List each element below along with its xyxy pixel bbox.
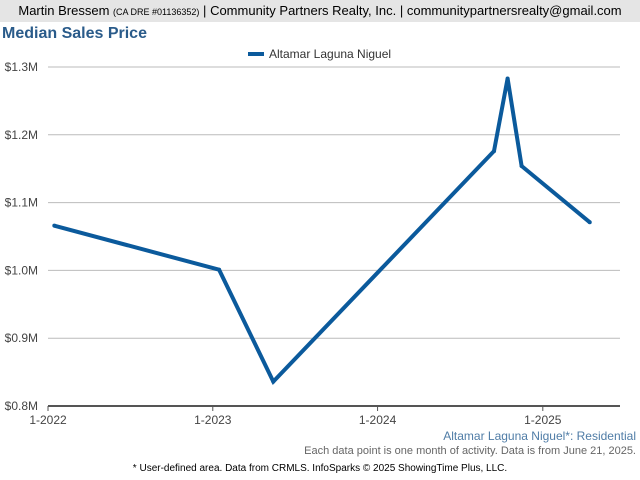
y-tick-label: $0.9M	[5, 331, 38, 345]
data-note: Each data point is one month of activity…	[304, 445, 636, 457]
series-line	[53, 78, 592, 386]
line-chart: $0.8M$0.9M$1.0M$1.1M$1.2M$1.3M 1-2022 1-2…	[5, 47, 620, 427]
y-tick-label: $0.8M	[5, 399, 38, 413]
data-point	[519, 163, 524, 168]
x-tick-label: 1-2022	[29, 413, 67, 427]
y-axis-ticks: $0.8M $0.9M $1.0M $1.1M $1.2M $1.3M	[5, 60, 38, 413]
agent-license: (CA DRE #01136352)	[113, 7, 200, 17]
y-tick-label: $1.3M	[5, 60, 38, 74]
data-point	[271, 379, 276, 384]
x-tick-label: 1-2024	[359, 413, 397, 427]
data-point	[587, 220, 592, 225]
x-tick-label: 1-2023	[194, 413, 232, 427]
company-name: Community Partners Realty, Inc.	[210, 3, 397, 18]
grid-lines	[48, 66, 620, 339]
legend: Altamar Laguna Niguel	[248, 47, 391, 61]
data-point	[52, 223, 57, 228]
legend-label: Altamar Laguna Niguel	[269, 47, 391, 61]
series-lines	[52, 76, 592, 386]
agent-email[interactable]: communitypartnersrealty@gmail.com	[406, 3, 622, 18]
area-label: Altamar Laguna Niguel*: Residential	[443, 429, 636, 443]
data-point	[492, 149, 497, 154]
y-tick-label: $1.1M	[5, 196, 38, 210]
y-tick-label: $1.2M	[5, 128, 38, 142]
y-tick-label: $1.0M	[5, 263, 38, 277]
data-point	[505, 76, 510, 81]
chart-title: Median Sales Price	[2, 25, 147, 42]
agent-name: Martin Bressem	[18, 3, 110, 18]
header-bar: Martin Bressem (CA DRE #01136352) | Comm…	[0, 0, 640, 22]
x-tick-label: 1-2025	[524, 413, 562, 427]
data-point	[217, 267, 222, 272]
x-axis: 1-2022 1-2023 1-2024 1-2025	[29, 405, 620, 427]
header-separator: |	[203, 3, 207, 18]
header-separator: |	[399, 3, 404, 18]
disclaimer: * User-defined area. Data from CRMLS. In…	[132, 463, 508, 474]
